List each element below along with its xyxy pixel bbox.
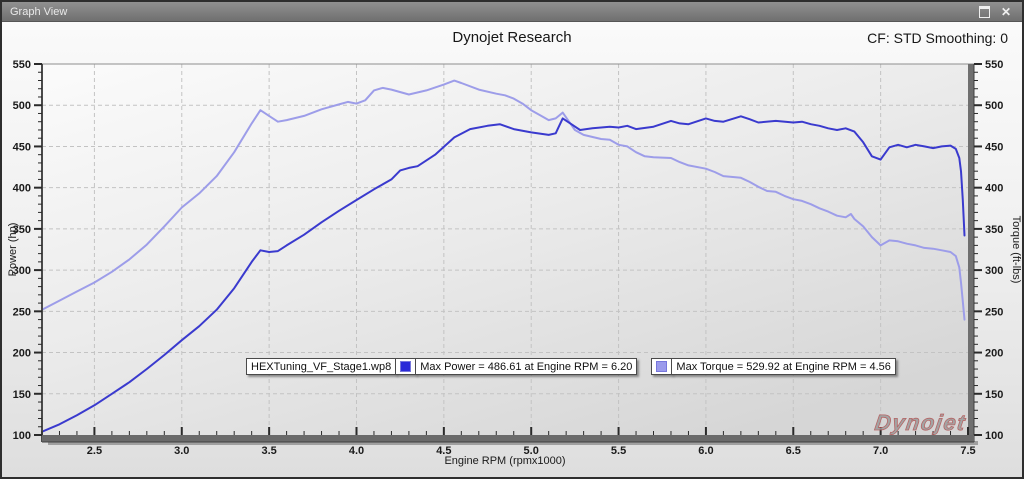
power-curve [42,115,966,433]
svg-text:450: 450 [13,141,31,153]
svg-text:350: 350 [985,224,1003,236]
svg-text:200: 200 [985,348,1003,360]
svg-text:7.5: 7.5 [960,445,975,457]
svg-text:350: 350 [13,224,31,236]
window-title: Graph View [10,5,68,18]
svg-text:Torque (ft-lbs): Torque (ft-lbs) [1010,216,1022,284]
svg-text:550: 550 [13,59,31,71]
legend-max-torque-label: Max Torque = 529.92 at Engine RPM = 4.56 [676,360,891,373]
chart-layer: 100 100 150 150 200 200 250 250 300 300 350 350 400 4… [7,59,1022,467]
svg-text:Engine RPM (rpmx1000): Engine RPM (rpmx1000) [444,455,565,467]
svg-text:150: 150 [13,389,31,401]
svg-text:450: 450 [985,141,1003,153]
svg-text:100: 100 [985,430,1003,442]
svg-text:150: 150 [985,389,1003,401]
svg-text:4.5: 4.5 [436,445,451,457]
svg-text:100: 100 [13,430,31,442]
window-titlebar[interactable]: Graph View ✕ [2,2,1022,22]
legend-file-label: HEXTuning_VF_Stage1.wp8 [251,360,392,373]
smoothing-status: CF: STD Smoothing: 0 [867,30,1008,46]
svg-text:300: 300 [13,265,31,277]
svg-text:3.0: 3.0 [174,445,189,457]
dynojet-watermark: Dynojet [873,410,968,435]
maximize-icon [978,5,990,18]
svg-text:400: 400 [985,183,1003,195]
legend-max-torque-item[interactable]: Max Torque = 529.92 at Engine RPM = 4.56 [671,358,896,375]
legend-max-power-item[interactable]: Max Power = 486.61 at Engine RPM = 6.20 [415,358,638,375]
svg-text:Power (hp): Power (hp) [7,223,19,277]
power-swatch-icon [400,361,412,372]
legend-file-item[interactable]: HEXTuning_VF_Stage1.wp8 [246,358,397,375]
svg-text:4.0: 4.0 [349,445,364,457]
svg-text:2.5: 2.5 [87,445,102,457]
svg-text:7.0: 7.0 [873,445,888,457]
svg-text:500: 500 [13,100,31,112]
torque-swatch-icon [656,361,668,372]
svg-text:200: 200 [13,348,31,360]
svg-text:250: 250 [13,306,31,318]
svg-text:6.5: 6.5 [786,445,801,457]
legend-max-power-label: Max Power = 486.61 at Engine RPM = 6.20 [420,360,633,373]
legend-torque-swatch-box[interactable] [651,358,673,375]
svg-text:400: 400 [13,183,31,195]
svg-text:250: 250 [985,306,1003,318]
legend: HEXTuning_VF_Stage1.wp8 Max Power = 486.… [246,358,896,375]
page-title: Dynojet Research [452,29,572,46]
legend-power-swatch-box[interactable] [395,358,417,375]
maximize-button[interactable] [976,5,992,19]
svg-text:3.5: 3.5 [261,445,276,457]
svg-text:5.0: 5.0 [524,445,539,457]
svg-text:6.0: 6.0 [698,445,713,457]
svg-text:500: 500 [985,100,1003,112]
svg-text:5.5: 5.5 [611,445,626,457]
close-button[interactable]: ✕ [998,5,1014,19]
close-icon: ✕ [1000,4,1012,19]
svg-text:550: 550 [985,59,1003,71]
svg-text:300: 300 [985,265,1003,277]
torque-curve [42,79,966,321]
